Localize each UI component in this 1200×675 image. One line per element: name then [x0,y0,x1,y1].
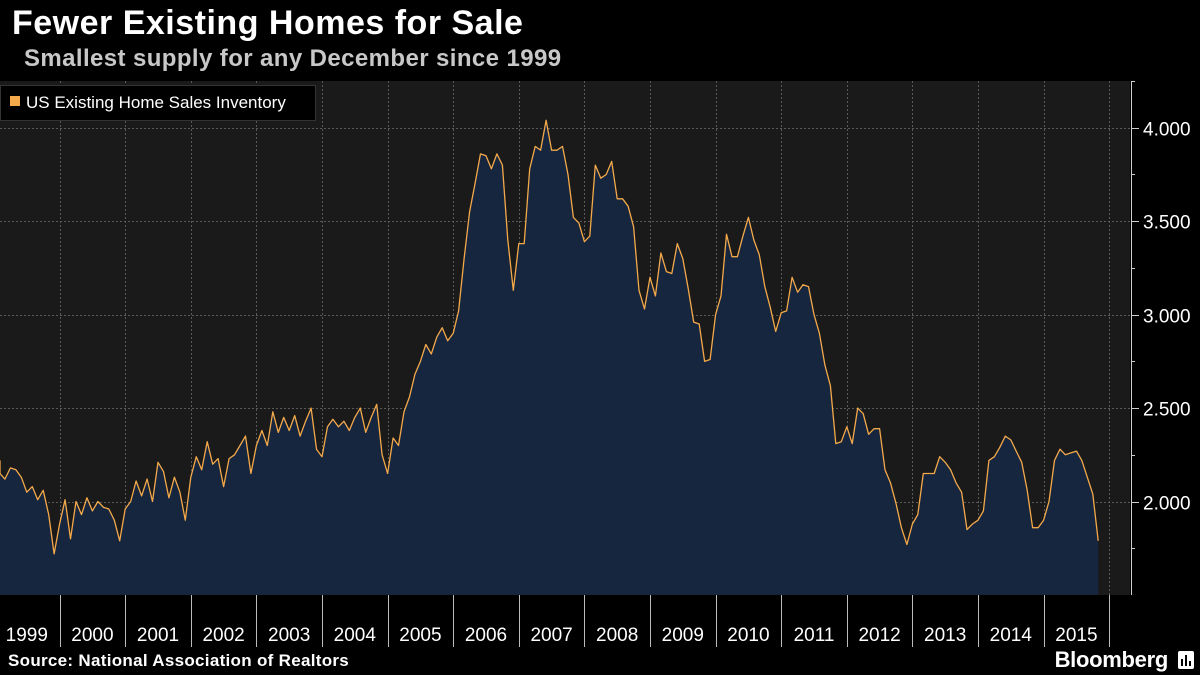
x-axis-ticks: 1999 2000 2001 2002 2003 2004 2005 2006 2007 2008… [6,595,1110,647]
y-axis-ticks: 2.000 2.500 3.000 3.500 4.000 [1131,81,1191,549]
legend-label: US Existing Home Sales Inventory [26,93,286,112]
x-tick-label: 2002 [202,625,244,646]
chart-area: 2.000 2.500 3.000 3.500 4.000 1999 2000 2001 20… [0,81,1191,647]
legend-swatch [10,96,20,106]
x-tick-label: 1999 [6,625,48,646]
y-tick-label: 4.000 [1143,120,1191,141]
series-line [0,119,1099,555]
x-tick-label: 2005 [399,625,441,646]
chart-subtitle: Smallest supply for any December since 1… [24,45,562,72]
source-note: Source: National Association of Realtors [8,651,350,670]
legend-box [0,85,316,121]
x-tick-label: 2000 [71,625,113,646]
x-tick-label: 2009 [662,625,704,646]
legend: US Existing Home Sales Inventory [0,85,316,121]
y-tick-label: 2.000 [1143,494,1191,515]
x-tick-label: 2003 [268,625,310,646]
x-tick-label: 2010 [727,625,769,646]
x-tick-label: 2007 [530,625,572,646]
x-tick-label: 2008 [596,625,638,646]
x-tick-label: 2004 [334,625,377,646]
x-tick-label: 2006 [465,625,507,646]
x-tick-label: 2001 [137,625,179,646]
brand-logo: Bloomberg [1054,647,1169,672]
x-tick-label: 2012 [858,625,900,646]
series-layer [0,119,1099,596]
y-tick-label: 3.500 [1143,213,1191,234]
bloomberg-chart-icon [1178,651,1194,669]
y-tick-label: 2.500 [1143,400,1191,421]
x-tick-label: 2014 [990,625,1033,646]
x-tick-label: 2015 [1055,625,1097,646]
y-tick-label: 3.000 [1143,307,1191,328]
x-tick-label: 2011 [794,625,835,646]
series-area-fill [0,120,1099,596]
chart-title: Fewer Existing Homes for Sale [12,4,524,42]
x-tick-label: 2013 [924,625,966,646]
